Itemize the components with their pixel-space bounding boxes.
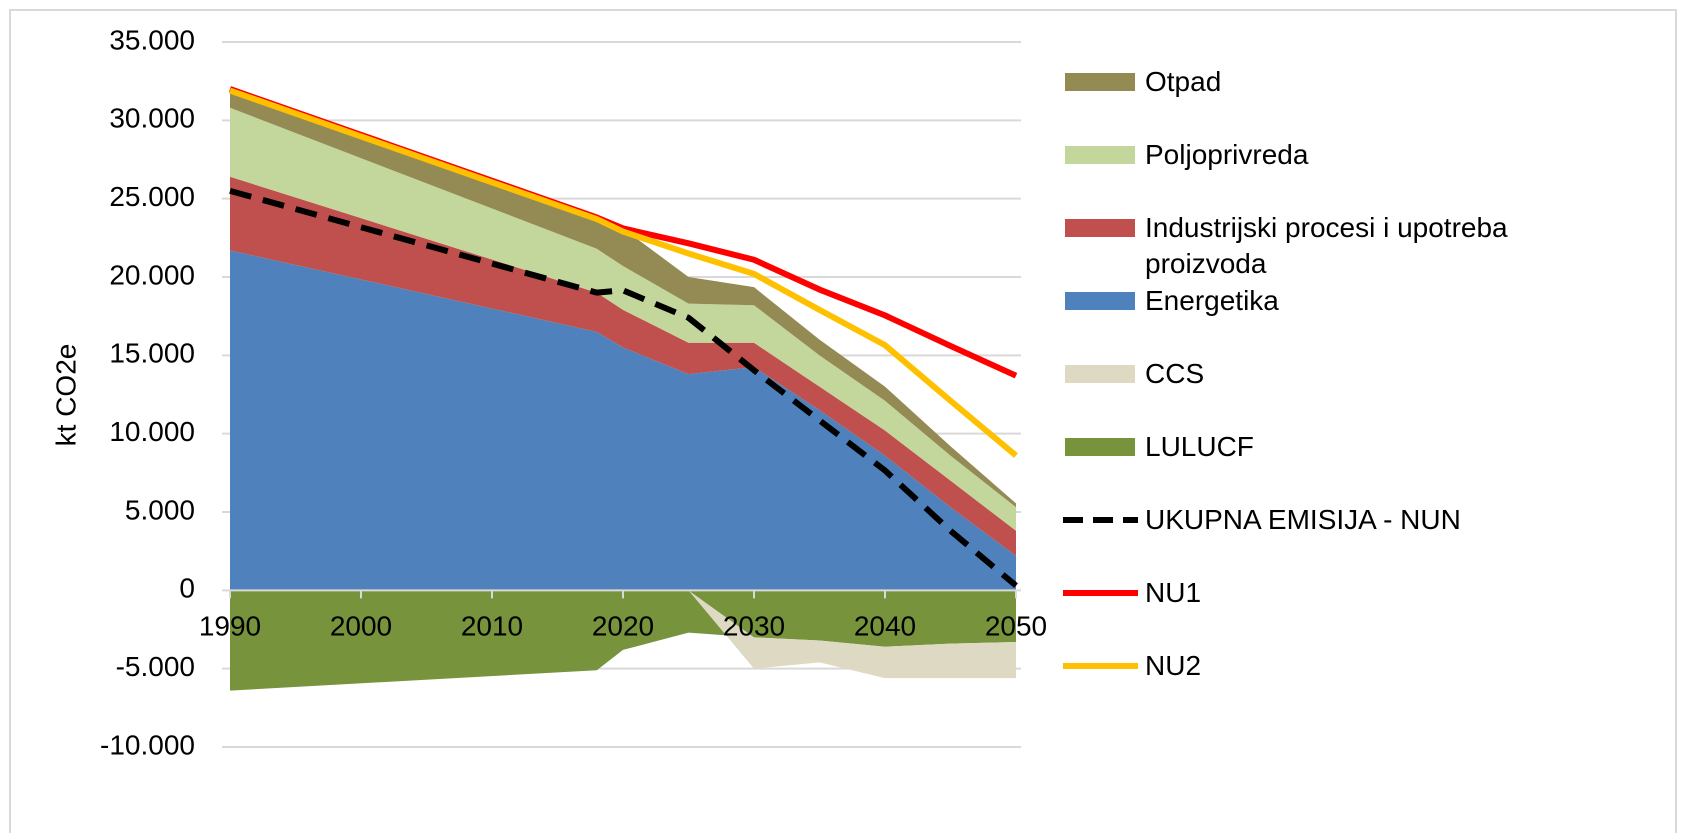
legend-swatch — [1065, 365, 1135, 383]
x-tick-label: 2040 — [854, 611, 916, 642]
legend-swatch — [1065, 146, 1135, 164]
x-tick-label: 2010 — [461, 611, 523, 642]
y-tick-label: -10.000 — [100, 729, 195, 760]
area — [230, 176, 1016, 556]
y-tick-label: 20.000 — [109, 259, 195, 290]
area — [230, 590, 1016, 679]
line — [229, 87, 1018, 458]
y-axis-label: kt CO2e — [50, 344, 81, 447]
x-tick-label: 2050 — [985, 611, 1047, 642]
chart-frame — [9, 9, 1677, 833]
legend-swatch — [1065, 438, 1135, 456]
legend-label: Industrijski procesi i upotreba proizvod… — [1145, 212, 1508, 279]
line — [229, 187, 1018, 588]
y-tick-label: 35.000 — [109, 24, 195, 55]
legend-label: NU2 — [1145, 650, 1202, 681]
area — [230, 90, 1016, 508]
legend-label: LULUCF — [1145, 431, 1254, 462]
legend-swatch — [1065, 219, 1135, 237]
legend-swatch — [1065, 73, 1135, 91]
y-tick-label: 15.000 — [109, 338, 195, 369]
legend-label: Otpad — [1145, 66, 1222, 97]
area — [230, 107, 1016, 531]
y-tick-label: 0 — [179, 573, 195, 604]
legend-label: UKUPNA EMISIJA - NUN — [1145, 504, 1461, 535]
y-tick-label: -5.000 — [116, 651, 195, 682]
x-tick-label: 2020 — [592, 611, 654, 642]
x-tick-label: 1990 — [199, 611, 261, 642]
legend-label: Energetika — [1145, 285, 1279, 316]
y-tick-label: 10.000 — [109, 416, 195, 447]
x-tick-label: 2000 — [330, 611, 392, 642]
areas — [230, 90, 1016, 691]
y-tick-label: 25.000 — [109, 181, 195, 212]
area — [230, 250, 1016, 591]
y-tick-label: 30.000 — [109, 103, 195, 134]
legend-swatch — [1065, 292, 1135, 310]
legend-label: NU1 — [1145, 577, 1202, 608]
x-tick-label: 2030 — [723, 611, 785, 642]
legend-label: Poljoprivreda — [1145, 139, 1309, 170]
y-tick-label: 5.000 — [125, 494, 195, 525]
legend-label: CCS — [1145, 358, 1205, 389]
lines — [229, 86, 1018, 588]
area — [230, 590, 1016, 691]
